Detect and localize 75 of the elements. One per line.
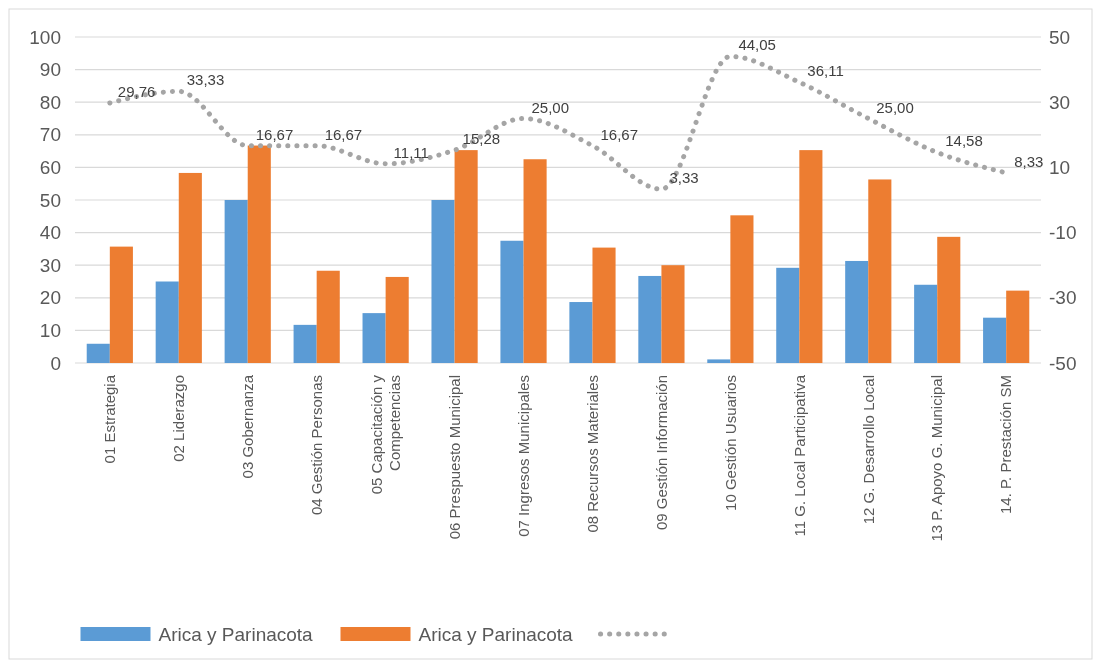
y-tick-label: 60 — [39, 157, 61, 179]
bar — [155, 281, 179, 363]
bar — [937, 236, 961, 363]
bar — [224, 200, 248, 363]
y-tick-label: 0 — [50, 352, 61, 374]
data-label: 29,76 — [117, 82, 156, 100]
bar — [86, 343, 110, 363]
x-tick-label: 01 Estrategia — [101, 374, 119, 464]
x-tick-label: 09 Gestión Información — [652, 375, 670, 531]
data-label: 8,33 — [1014, 152, 1044, 170]
legend-label: Arica y Parinacota — [158, 623, 314, 645]
x-tick-label: 14. P. Prestación SM — [997, 375, 1015, 514]
data-label: 14,58 — [945, 132, 983, 150]
legend-label: Arica y Parinacota — [418, 623, 574, 645]
bar — [385, 276, 409, 363]
y2-tick-label: 10 — [1049, 157, 1071, 179]
bar — [1006, 290, 1030, 363]
bar — [362, 313, 386, 363]
bar — [569, 302, 593, 363]
y-tick-label: 10 — [39, 320, 61, 342]
bar — [500, 240, 524, 363]
x-tick-label: 10 Gestión Usuarios — [721, 375, 739, 511]
bar — [178, 172, 202, 363]
bar — [799, 150, 823, 363]
bar — [914, 284, 938, 363]
y-tick-label: 30 — [39, 254, 61, 276]
x-tick-label: 11 G. Local Participativa — [790, 374, 808, 537]
y-tick-label: 100 — [29, 26, 61, 48]
bar — [316, 270, 340, 363]
bar — [431, 200, 455, 363]
y2-tick-label: 30 — [1049, 91, 1071, 113]
bar — [523, 159, 547, 363]
y-tick-label: 70 — [39, 124, 61, 146]
bar — [454, 150, 478, 363]
x-tick-label: 06 Prespuesto Municipal — [445, 375, 463, 540]
data-label: 33,33 — [186, 71, 225, 89]
y-tick-label: 90 — [39, 59, 61, 81]
y-tick-label: 20 — [39, 287, 61, 309]
x-tick-label: 08 Recursos Materiales — [583, 375, 601, 533]
bar — [638, 275, 662, 363]
data-label: 25,00 — [531, 98, 570, 116]
bar — [845, 260, 869, 363]
y-tick-label: 50 — [39, 189, 61, 211]
bar — [730, 215, 754, 363]
data-label: 3,33 — [669, 169, 699, 187]
data-label: 36,11 — [807, 62, 844, 80]
x-tick-label: 12 G. Desarrollo Local — [859, 375, 877, 525]
data-label: 15,28 — [462, 130, 501, 148]
data-label: 16,67 — [324, 125, 363, 143]
bar — [247, 145, 271, 363]
data-label: 25,00 — [876, 98, 914, 116]
x-tick-label: 02 Liderazgo — [170, 375, 188, 462]
y2-tick-label: -10 — [1049, 222, 1077, 244]
y2-tick-label: 50 — [1049, 26, 1071, 48]
x-tick-label: 03 Gobernanza — [238, 374, 256, 479]
data-label: 11,11 — [393, 143, 429, 161]
bar — [983, 317, 1007, 363]
bar — [592, 247, 616, 363]
bar — [707, 359, 731, 363]
data-label: 16,67 — [255, 125, 294, 143]
data-label: 44,05 — [738, 36, 776, 54]
bar — [661, 265, 685, 363]
x-tick-label: 13 P. Apoyo G. Municipal — [928, 375, 946, 542]
y-tick-label: 40 — [39, 222, 61, 244]
y2-tick-label: -30 — [1049, 287, 1077, 309]
bar — [293, 324, 317, 363]
data-label: 16,67 — [600, 125, 639, 143]
x-tick-label: 04 Gestión Personas — [307, 375, 325, 516]
bar — [109, 246, 133, 363]
x-tick-label: 07 Ingresos Municipales — [514, 375, 532, 537]
y-tick-label: 80 — [39, 91, 61, 113]
y2-tick-label: -50 — [1049, 352, 1077, 374]
bar — [776, 267, 800, 363]
bar — [868, 179, 892, 363]
x-tick-label: 05 Capacitación y Competencias — [367, 374, 403, 495]
